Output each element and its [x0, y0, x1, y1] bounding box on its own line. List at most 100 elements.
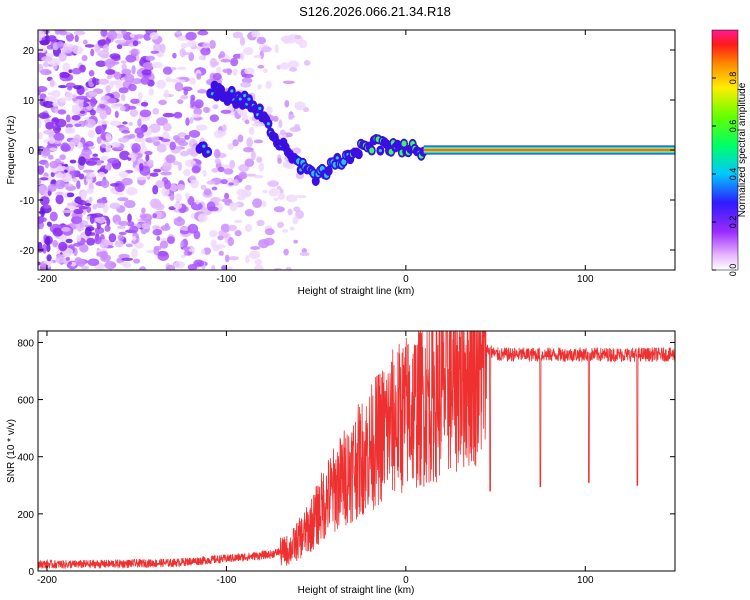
heatmap-blob — [91, 213, 104, 218]
heatmap-blob — [66, 114, 71, 123]
snr-y-tick-label: 400 — [17, 453, 34, 464]
heatmap-blob — [224, 192, 230, 200]
heatmap-blob — [180, 95, 189, 100]
heatmap-blob — [200, 249, 206, 255]
heatmap-blob — [200, 47, 211, 56]
heatmap-blob — [299, 251, 310, 257]
heatmap-blob — [140, 76, 150, 85]
heatmap-blob — [47, 183, 57, 192]
heatmap-blob — [129, 225, 139, 234]
heatmap-blob — [240, 52, 245, 61]
heatmap-blob — [203, 247, 212, 255]
heatmap-blob — [73, 85, 82, 90]
heatmap-blob — [61, 172, 73, 183]
heatmap-blob — [39, 196, 50, 206]
heatmap-blob — [61, 227, 71, 232]
heatmap-blob — [114, 240, 124, 248]
heatmap-blob — [101, 54, 109, 58]
heatmap-blob — [38, 178, 42, 185]
heatmap-blob — [78, 206, 88, 210]
heatmap-blob — [274, 43, 279, 54]
heatmap-blob — [99, 238, 110, 249]
heatmap-blob — [173, 202, 183, 210]
heatmap-blob — [273, 267, 282, 270]
heatmap-blob — [134, 137, 147, 142]
heatmap-blob — [303, 60, 311, 66]
colorbar-tick-label: 0.8 — [728, 72, 738, 85]
heatmap-blob — [221, 265, 228, 270]
heatmap-blob — [289, 226, 295, 231]
heatmap-blob — [115, 192, 124, 196]
heatmap-blob — [134, 127, 145, 135]
snr-y-tick-label: 600 — [17, 396, 34, 407]
heatmap-blob — [253, 55, 262, 59]
heatmap-blob — [38, 165, 45, 174]
heatmap-blob — [52, 240, 59, 248]
heatmap-blob — [238, 171, 248, 180]
heatmap-blob — [248, 250, 261, 260]
heatmap-blob — [152, 225, 160, 230]
heatmap-blob — [149, 32, 159, 40]
heatmap-blob — [95, 202, 106, 209]
heatmap-blob — [244, 119, 250, 125]
heatmap-blob — [94, 235, 102, 245]
snr-y-ticks: 0 200 400 600 800 — [17, 338, 675, 578]
heatmap-blob — [156, 235, 161, 241]
heatmap-blob — [105, 133, 111, 138]
heatmap-blob — [154, 203, 165, 211]
heatmap-blob — [197, 89, 208, 94]
heatmap-blob — [261, 200, 267, 208]
snr-y-tick-label: 0 — [28, 567, 34, 578]
heatmap-blob — [155, 180, 165, 189]
heatmap-blob — [107, 157, 120, 164]
heatmap-blob — [97, 120, 109, 125]
heatmap-blob — [44, 161, 49, 169]
heatmap-x-ticks: -200 -100 0 100 — [37, 30, 594, 285]
heatmap-blob — [177, 99, 184, 105]
heatmap-blob — [175, 193, 182, 202]
heatmap-blob — [121, 177, 133, 186]
heatmap-x-tick-label: -200 — [37, 274, 57, 285]
heatmap-blob — [221, 124, 227, 132]
heatmap-blob — [130, 98, 140, 104]
heatmap-blob — [207, 206, 219, 212]
heatmap-blob — [125, 187, 138, 196]
heatmap-blob — [160, 138, 171, 143]
heatmap-blob — [127, 213, 132, 223]
heatmap-blob — [47, 154, 54, 160]
snr-x-tick-label: 0 — [403, 575, 409, 586]
heatmap-blob — [283, 248, 289, 256]
ridge-blob-outer — [212, 91, 221, 102]
heatmap-blob — [105, 106, 112, 116]
ridge-blob-inner — [258, 106, 262, 111]
heatmap-blob — [240, 189, 252, 198]
heatmap-blob — [159, 240, 169, 249]
heatmap-blob — [155, 79, 167, 89]
heatmap-blob — [220, 179, 228, 185]
heatmap-blob — [38, 217, 47, 223]
heatmap-blob — [241, 77, 253, 84]
heatmap-blob — [276, 65, 281, 70]
heatmap-blob — [197, 213, 208, 223]
heatmap-blob — [203, 188, 212, 196]
heatmap-blob — [150, 50, 159, 54]
heatmap-blob — [295, 194, 307, 199]
heatmap-blob — [137, 118, 142, 127]
heatmap-blob — [39, 147, 50, 153]
heatmap-blob — [64, 43, 74, 47]
heatmap-blob — [67, 86, 73, 91]
heatmap-blob — [128, 83, 137, 92]
heatmap-x-tick-label: 100 — [577, 274, 594, 285]
heatmap-blob — [242, 147, 254, 153]
heatmap-blob — [122, 121, 128, 125]
heatmap-blob — [196, 124, 208, 131]
heatmap-blob — [176, 30, 182, 35]
heatmap-blob — [243, 47, 254, 56]
heatmap-blob — [80, 190, 87, 201]
heatmap-blob — [162, 161, 172, 171]
heatmap-blob — [125, 243, 133, 248]
heatmap-blob — [116, 44, 123, 50]
heatmap-blob — [294, 101, 306, 111]
snr-x-label: Height of straight line (km) — [298, 585, 415, 596]
heatmap-blob — [53, 132, 65, 141]
